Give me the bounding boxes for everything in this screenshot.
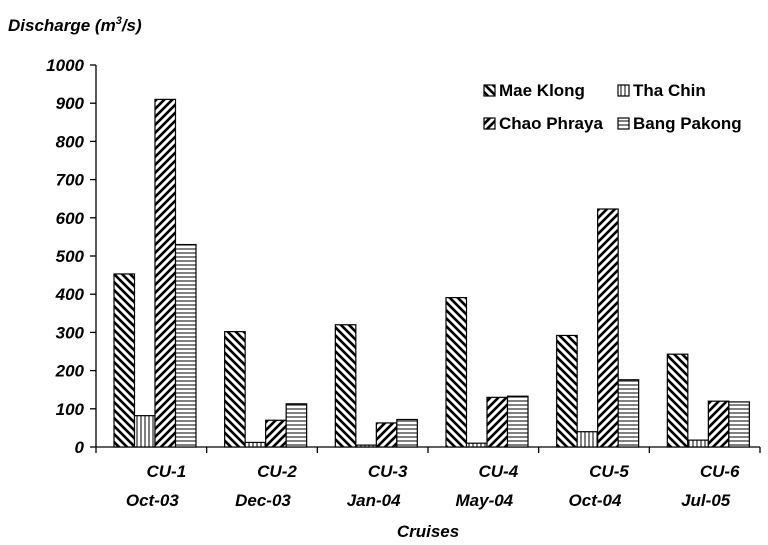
y-tick-label: 700 — [56, 171, 85, 190]
bar-chao-phraya-cu-2 — [265, 419, 287, 448]
bar-chao-phraya-cu-5 — [597, 208, 619, 448]
bars — [113, 98, 750, 448]
x-tick-label-cruise: CU-1 — [146, 462, 186, 481]
bar-chao-phraya-cu-3 — [375, 422, 398, 448]
y-tick-label: 200 — [55, 362, 85, 381]
bar-bang-pakong-cu-5 — [617, 379, 640, 448]
y-tick-label: 0 — [75, 438, 85, 457]
bar-tha-chin-cu-6 — [687, 439, 709, 448]
x-tick-label-cruise: CU-4 — [478, 462, 518, 481]
y-tick-label: 300 — [56, 323, 85, 342]
y-tick-label: 600 — [56, 209, 85, 228]
bar-bang-pakong-cu-1 — [174, 243, 197, 448]
y-tick-label: 800 — [56, 132, 85, 151]
x-tick-label-date: Jul-05 — [681, 491, 731, 510]
y-axis: 0 100 200 300 400 500 600 700 800 900 1000 — [46, 56, 97, 457]
legend-swatch-chao-phraya — [483, 117, 496, 130]
legend-label-bang-pakong: Bang Pakong — [633, 114, 742, 133]
bar-chao-phraya-cu-4 — [486, 396, 509, 448]
y-tick-label: 100 — [56, 400, 85, 419]
x-tick-label-date: Jan-04 — [347, 491, 401, 510]
bar-mae-klong-cu-2 — [224, 331, 246, 448]
legend-label-chao-phraya: Chao Phraya — [499, 114, 603, 133]
bar-tha-chin-cu-3 — [355, 444, 377, 448]
bar-chao-phraya-cu-1 — [154, 98, 177, 448]
y-tick-label: 500 — [56, 247, 85, 266]
bar-tha-chin-cu-2 — [244, 441, 267, 448]
bar-mae-klong-cu-3 — [334, 324, 357, 448]
y-tick-label: 1000 — [46, 56, 84, 75]
bar-mae-klong-cu-4 — [445, 297, 468, 448]
bar-mae-klong-cu-6 — [666, 353, 689, 448]
legend-swatch-tha-chin — [617, 84, 630, 97]
x-tick-label-cruise: CU-6 — [700, 462, 740, 481]
y-tick-label: 400 — [55, 285, 85, 304]
legend-swatch-mae-klong — [483, 84, 496, 97]
x-tick-label-date: Oct-03 — [126, 491, 179, 510]
bar-tha-chin-cu-5 — [576, 431, 599, 448]
y-tick-label: 900 — [56, 94, 85, 113]
bar-chao-phraya-cu-6 — [707, 400, 730, 448]
x-tick-label-cruise: CU-5 — [589, 462, 629, 481]
x-axis — [95, 446, 761, 453]
bar-mae-klong-cu-5 — [556, 334, 578, 448]
bar-bang-pakong-cu-2 — [285, 403, 308, 448]
x-tick-label-date: Oct-04 — [569, 491, 622, 510]
x-axis-title: Cruises — [397, 522, 459, 541]
x-tick-label-date: May-04 — [456, 491, 514, 510]
legend-swatch-bang-pakong — [617, 117, 630, 130]
legend-label-mae-klong: Mae Klong — [499, 81, 585, 100]
x-tick-label-cruise: CU-3 — [368, 462, 408, 481]
bar-mae-klong-cu-1 — [113, 273, 136, 448]
x-tick-label-cruise: CU-2 — [257, 462, 297, 481]
bar-bang-pakong-cu-6 — [728, 401, 750, 448]
bar-tha-chin-cu-4 — [465, 442, 488, 448]
legend-label-tha-chin: Tha Chin — [633, 81, 706, 100]
x-tick-labels: CU-1 Oct-03 CU-2 Dec-03 CU-3 Jan-04 CU-4 May-04… — [126, 462, 740, 510]
legend: Mae Klong Tha Chin Chao Phraya Bang Pakong — [483, 81, 742, 133]
bar-bang-pakong-cu-3 — [396, 418, 418, 448]
bar-bang-pakong-cu-4 — [506, 395, 529, 448]
bar-tha-chin-cu-1 — [133, 415, 156, 448]
y-axis-title: Discharge (m3/s) — [8, 15, 142, 35]
x-tick-label-date: Dec-03 — [235, 491, 291, 510]
